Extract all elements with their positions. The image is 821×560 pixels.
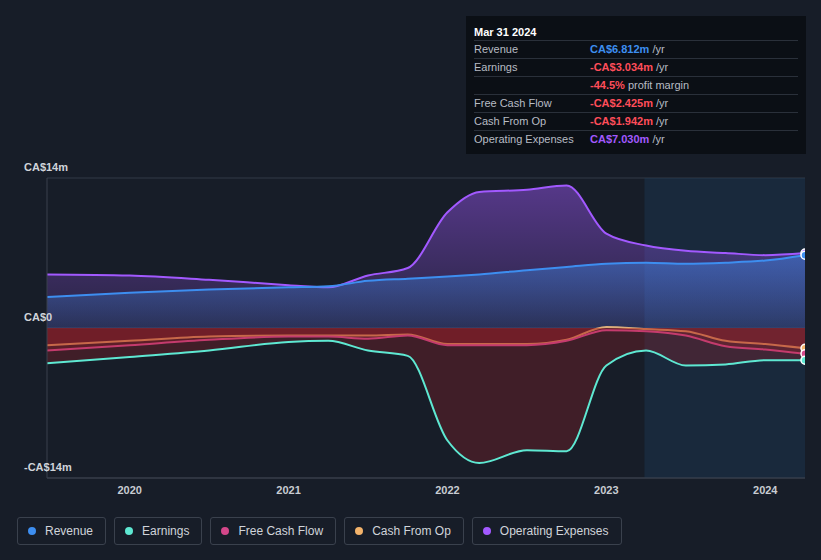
html-text:-CA$2.425m /yr: -CA$2.425m /yr [590, 97, 669, 109]
html-text:Free Cash Flow: Free Cash Flow [238, 524, 324, 538]
html-text:-CA$3.034m /yr: -CA$3.034m /yr [590, 61, 669, 73]
html-text:Operating Expenses: Operating Expenses [474, 133, 574, 145]
html-text:Revenue: Revenue [45, 524, 93, 538]
svg-text:-CA$14m: -CA$14m [24, 461, 72, 473]
svg-text:2022: 2022 [435, 484, 459, 496]
html-text:Earnings: Earnings [142, 524, 190, 538]
svg-text:2024: 2024 [753, 484, 778, 496]
svg-text:2021: 2021 [276, 484, 300, 496]
html-text:Earnings: Earnings [474, 61, 518, 73]
html-text:-CA$1.942m /yr: -CA$1.942m /yr [590, 115, 669, 127]
html-text:Cash From Op: Cash From Op [372, 524, 451, 538]
html-text:Free Cash Flow: Free Cash Flow [474, 97, 552, 109]
svg-text:2023: 2023 [594, 484, 618, 496]
svg-text:CA$0: CA$0 [24, 311, 52, 323]
svg-text:CA$14m: CA$14m [24, 161, 68, 173]
html-text:Mar 31 2024: Mar 31 2024 [474, 26, 537, 38]
html-text:Operating Expenses: Operating Expenses [499, 524, 609, 538]
html-text:CA$7.030m /yr: CA$7.030m /yr [590, 133, 665, 145]
html-text:Revenue: Revenue [474, 43, 518, 55]
svg-text:2020: 2020 [117, 484, 141, 496]
html-text:CA$6.812m /yr: CA$6.812m /yr [590, 43, 665, 55]
html-text:Cash From Op: Cash From Op [474, 115, 547, 127]
html-text:-44.5% profit margin: -44.5% profit margin [590, 79, 690, 91]
